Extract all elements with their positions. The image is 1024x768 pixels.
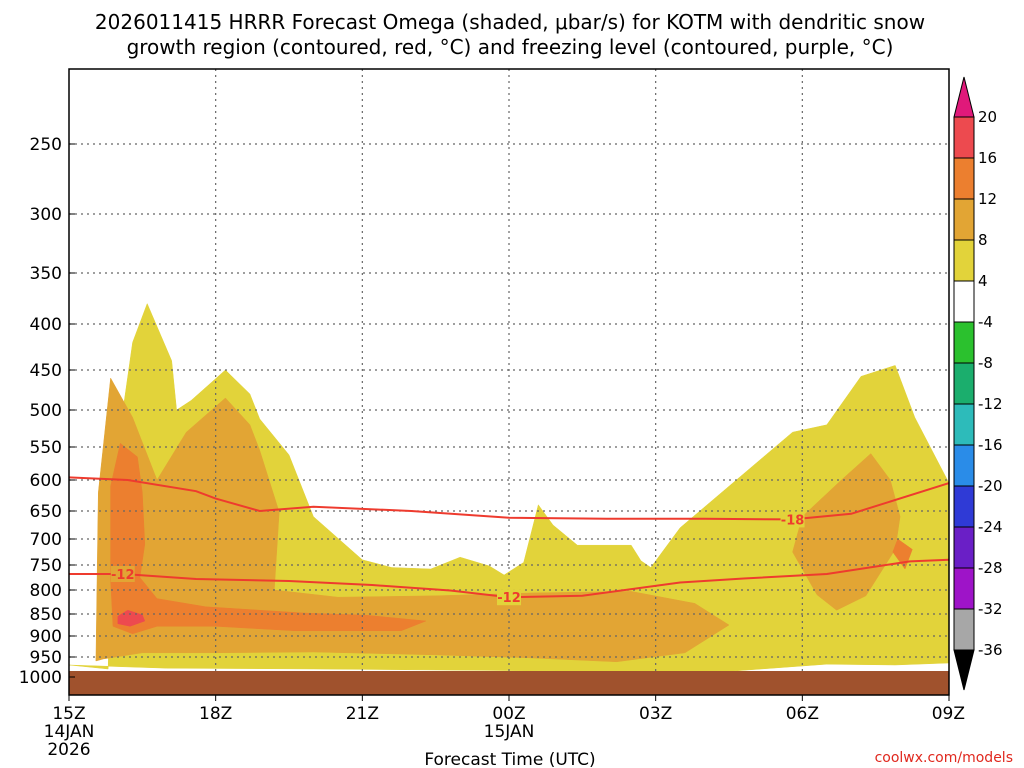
colorbar-label-11: -28 [978,559,1003,577]
dgz-contour-label-1: -12 [497,591,521,606]
y-tick-label-500: 500 [30,401,62,421]
colorbar-swatch-10 [953,526,975,569]
y-tick-label-850: 850 [30,605,62,625]
colorbar-label-12: -32 [978,600,1003,618]
x-tick-label-3: 18Z [199,704,232,724]
colorbar-label-2: 12 [978,190,997,208]
y-tick-label-950: 950 [30,648,62,668]
y-tick-label-450: 450 [30,361,62,381]
colorbar-label-0: 20 [978,108,997,126]
credit-text: coolwx.com/models [875,750,1013,766]
colorbar-swatch-6 [953,362,975,405]
x-tick-sublabel-0: 14JAN [44,722,95,742]
x-tick-label-0: 15Z [52,704,85,724]
colorbar: 20 16 12 8 4 -4 -8 -12 -16 -20 -24 -28 -32 -36 [953,76,1003,691]
dgz-contours-layer: -18 -12 -12 [68,476,950,606]
colorbar-bottom-triangle [953,649,975,691]
x-tick-sublabel-9: 15JAN [484,722,535,742]
colorbar-label-10: -24 [978,518,1003,536]
y-tick-label-700: 700 [30,530,62,550]
ground-fill [69,671,949,695]
x-tick-sublabel2-0: 2026 [47,740,90,760]
y-tick-label-800: 800 [30,581,62,601]
omega-region-2 [792,453,901,611]
y-tick-label-400: 400 [30,315,62,335]
colorbar-swatch-1 [953,157,975,200]
dgz-contour-label-bg-1 [497,589,521,606]
colorbar-swatch-5 [953,321,975,364]
dgz-contour-label-extra: -12 [111,568,135,583]
x-axis-label: Forecast Time (UTC) [424,750,595,768]
colorbar-top-triangle [953,76,975,118]
plot-area: -18 -12 -12 [68,68,950,696]
chart-title-line2: growth region (contoured, red, °C) and f… [127,35,894,59]
colorbar-label-6: -8 [978,354,993,372]
colorbar-swatch-0 [953,116,975,159]
colorbar-swatch-7 [953,403,975,446]
dgz-contour-label-0: -18 [781,513,805,528]
dgz-contour-label-bg-extra [110,566,135,582]
colorbar-swatch-11 [953,567,975,610]
y-tick-label-750: 750 [30,556,62,576]
y-tick-label-550: 550 [30,438,62,458]
colorbar-label-7: -12 [978,395,1003,413]
colorbar-label-9: -20 [978,477,1003,495]
dgz-contour-label-bg-0 [780,511,805,528]
colorbar-label-8: -16 [978,436,1003,454]
y-tick-label-650: 650 [30,502,62,522]
colorbar-swatch-3 [953,239,975,282]
colorbar-label-13: -36 [978,641,1003,659]
colorbar-swatch-8 [953,444,975,487]
x-tick-label-6: 21Z [346,704,379,724]
y-axis-ticks: 2503003504004505005506006507007508008509… [19,135,75,688]
x-tick-label-12: 03Z [639,704,672,724]
grid-lines [69,69,949,671]
colorbar-swatch-2 [953,198,975,241]
colorbar-label-1: 16 [978,149,997,167]
y-tick-label-1000: 1000 [19,668,62,688]
y-tick-label-250: 250 [30,135,62,155]
y-tick-label-350: 350 [30,264,62,284]
colorbar-swatch-4 [953,280,975,323]
x-tick-label-9: 00Z [492,704,525,724]
y-tick-label-300: 300 [30,205,62,225]
y-tick-label-600: 600 [30,471,62,491]
colorbar-label-3: 8 [978,231,988,249]
colorbar-swatch-9 [953,485,975,528]
y-tick-label-900: 900 [30,627,62,647]
chart-title-line1: 2026011415 HRRR Forecast Omega (shaded, … [95,10,925,34]
colorbar-label-5: -4 [978,313,993,331]
colorbar-swatch-12 [953,608,975,651]
x-tick-label-18: 09Z [932,704,965,724]
colorbar-label-4: 4 [978,272,988,290]
x-tick-label-15: 06Z [786,704,819,724]
